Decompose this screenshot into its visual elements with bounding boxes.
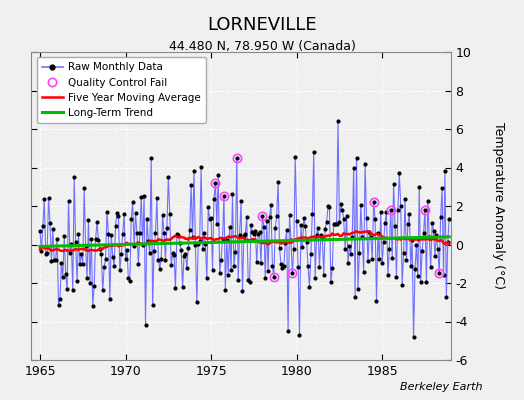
Text: Berkeley Earth: Berkeley Earth <box>400 382 482 392</box>
Text: 44.480 N, 78.950 W (Canada): 44.480 N, 78.950 W (Canada) <box>169 40 355 53</box>
Text: LORNEVILLE: LORNEVILLE <box>207 16 317 34</box>
Y-axis label: Temperature Anomaly (°C): Temperature Anomaly (°C) <box>492 122 505 290</box>
Legend: Raw Monthly Data, Quality Control Fail, Five Year Moving Average, Long-Term Tren: Raw Monthly Data, Quality Control Fail, … <box>37 57 206 123</box>
